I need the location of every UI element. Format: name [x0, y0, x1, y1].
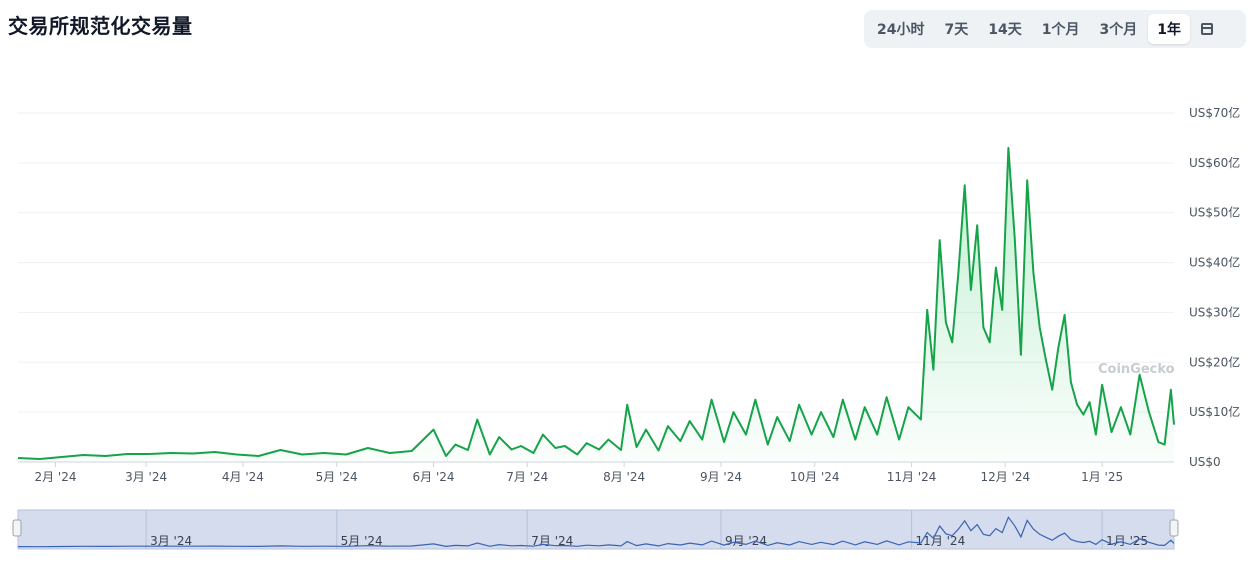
navigator-line	[17, 516, 1175, 548]
navigator-right-handle[interactable]	[1169, 519, 1179, 537]
calendar-icon	[1200, 23, 1213, 35]
range-button-24h[interactable]: 24小时	[877, 22, 925, 38]
volume-area	[18, 147, 1174, 462]
navigator-tick-label: 1月 '25	[1106, 534, 1148, 548]
range-button-1m[interactable]: 1个月	[1041, 22, 1080, 38]
range-button-3m[interactable]: 3个月	[1099, 22, 1138, 38]
range-button-7d[interactable]: 7天	[944, 22, 969, 38]
x-tick-label: 4月 '24	[222, 470, 264, 484]
page-title: 交易所规范化交易量	[8, 14, 193, 38]
navigator-axis: 3月 '24 5月 '24 7月 '24 9月 '24 11月 '24 1月 '25	[145, 510, 1148, 549]
y-tick-label: US$0	[1189, 455, 1221, 469]
time-range-selector: 24小时 7天 14天 1个月 3个月 1年	[864, 10, 1246, 48]
navigator-tick-label: 9月 '24	[725, 534, 767, 548]
navigator-tick-label: 5月 '24	[341, 534, 383, 548]
y-tick-label: US$70亿	[1189, 105, 1240, 120]
y-tick-label: US$40亿	[1189, 255, 1240, 270]
navigator-tick-label: 3月 '24	[150, 534, 192, 548]
x-tick-label: 10月 '24	[790, 470, 840, 484]
navigator-left-handle[interactable]	[12, 519, 22, 537]
x-axis: 2月 '24 3月 '24 4月 '24 5月 '24 6月 '24 7月 '24 8月 '…	[34, 462, 1123, 484]
y-tick-label: US$30亿	[1189, 304, 1240, 319]
y-tick-label: US$50亿	[1189, 205, 1240, 220]
x-tick-label: 5月 '24	[316, 470, 358, 484]
calendar-button[interactable]	[1192, 14, 1222, 44]
range-button-14d[interactable]: 14天	[988, 22, 1022, 38]
x-tick-label: 6月 '24	[413, 470, 455, 484]
x-tick-label: 12月 '24	[980, 470, 1030, 484]
volume-line	[17, 146, 1175, 460]
range-button-1y[interactable]: 1年	[1148, 14, 1190, 44]
x-tick-label: 2月 '24	[34, 470, 76, 484]
y-tick-label: US$10亿	[1189, 404, 1240, 419]
y-tick-label: US$20亿	[1189, 354, 1240, 369]
x-tick-label: 7月 '24	[506, 470, 548, 484]
x-tick-label: 9月 '24	[700, 470, 742, 484]
navigator-tick-label: 11月 '24	[916, 534, 966, 548]
x-tick-label: 8月 '24	[603, 470, 645, 484]
x-tick-label: 11月 '24	[887, 470, 937, 484]
x-tick-label: 1月 '25	[1081, 470, 1123, 484]
watermark-text: CoinGecko	[1098, 362, 1175, 377]
x-tick-label: 3月 '24	[125, 470, 167, 484]
y-axis: US$0 US$10亿 US$20亿 US$30亿 US$40亿 US$50亿 US$60亿…	[1189, 105, 1240, 469]
y-tick-label: US$60亿	[1189, 155, 1240, 170]
range-navigator[interactable]: 3月 '24 5月 '24 7月 '24 9月 '24 11月 '24 1月 '25	[12, 509, 1179, 550]
